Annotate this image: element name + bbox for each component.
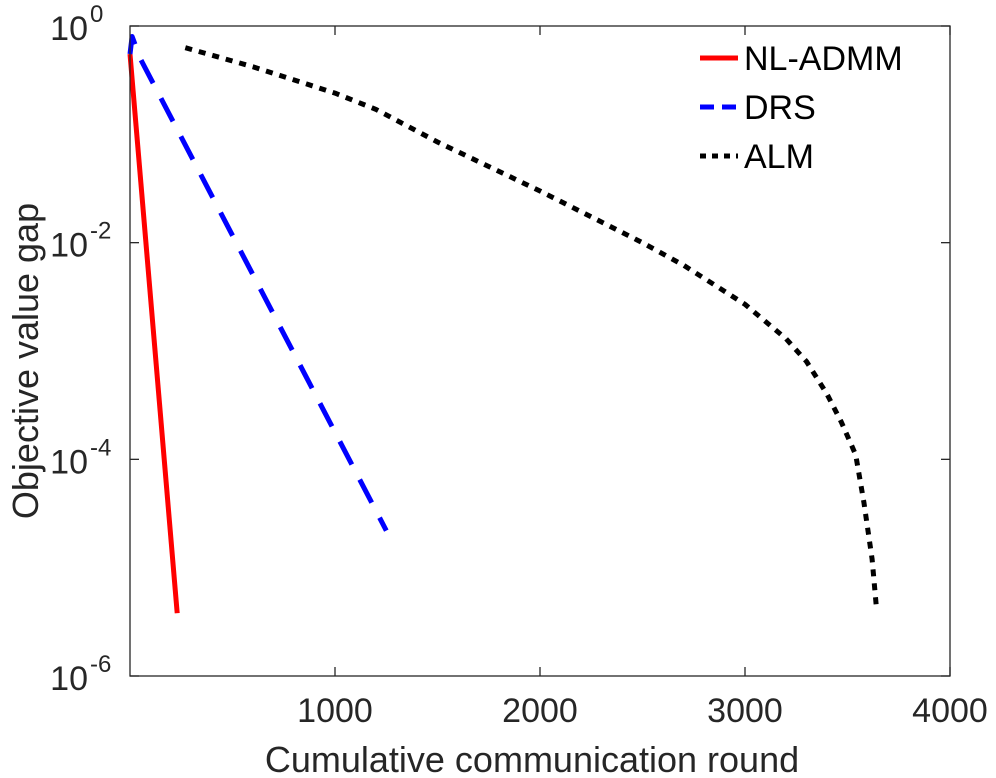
y-tick-exponent: -2	[90, 218, 111, 245]
series-line-drs	[127, 34, 389, 532]
y-tick-base: 10	[50, 227, 88, 265]
x-axis: 1000 2000 3000 4000	[297, 26, 988, 730]
legend-label: NL-ADMM	[744, 40, 903, 78]
series-line-nl-admm	[127, 53, 180, 614]
legend-label: DRS	[744, 89, 816, 127]
x-tick-label: 1000	[297, 692, 373, 730]
y-tick-label: 10	[50, 10, 88, 48]
y-tick-base: 10	[50, 660, 88, 698]
y-tick-exponent: -6	[90, 651, 111, 678]
y-tick-exponent: -4	[90, 434, 111, 461]
y-tick-label: 10	[50, 443, 88, 481]
y-tick-exponent: 0	[90, 1, 103, 28]
y-tick-label: 10	[50, 660, 88, 698]
x-tick-label: 4000	[912, 692, 988, 730]
y-tick-base: 10	[50, 10, 88, 48]
plot-area	[127, 34, 879, 614]
y-tick-label: 10	[50, 227, 88, 265]
y-axis-label: Objective value gap	[5, 203, 46, 519]
x-tick-label: 2000	[502, 692, 578, 730]
legend-label: ALM	[744, 138, 814, 176]
x-tick-label: 3000	[707, 692, 783, 730]
y-tick-base: 10	[50, 443, 88, 481]
series-line-alm	[184, 45, 879, 606]
x-axis-label: Cumulative communication round	[265, 739, 799, 778]
legend: NL-ADMM DRS ALM	[700, 40, 903, 176]
